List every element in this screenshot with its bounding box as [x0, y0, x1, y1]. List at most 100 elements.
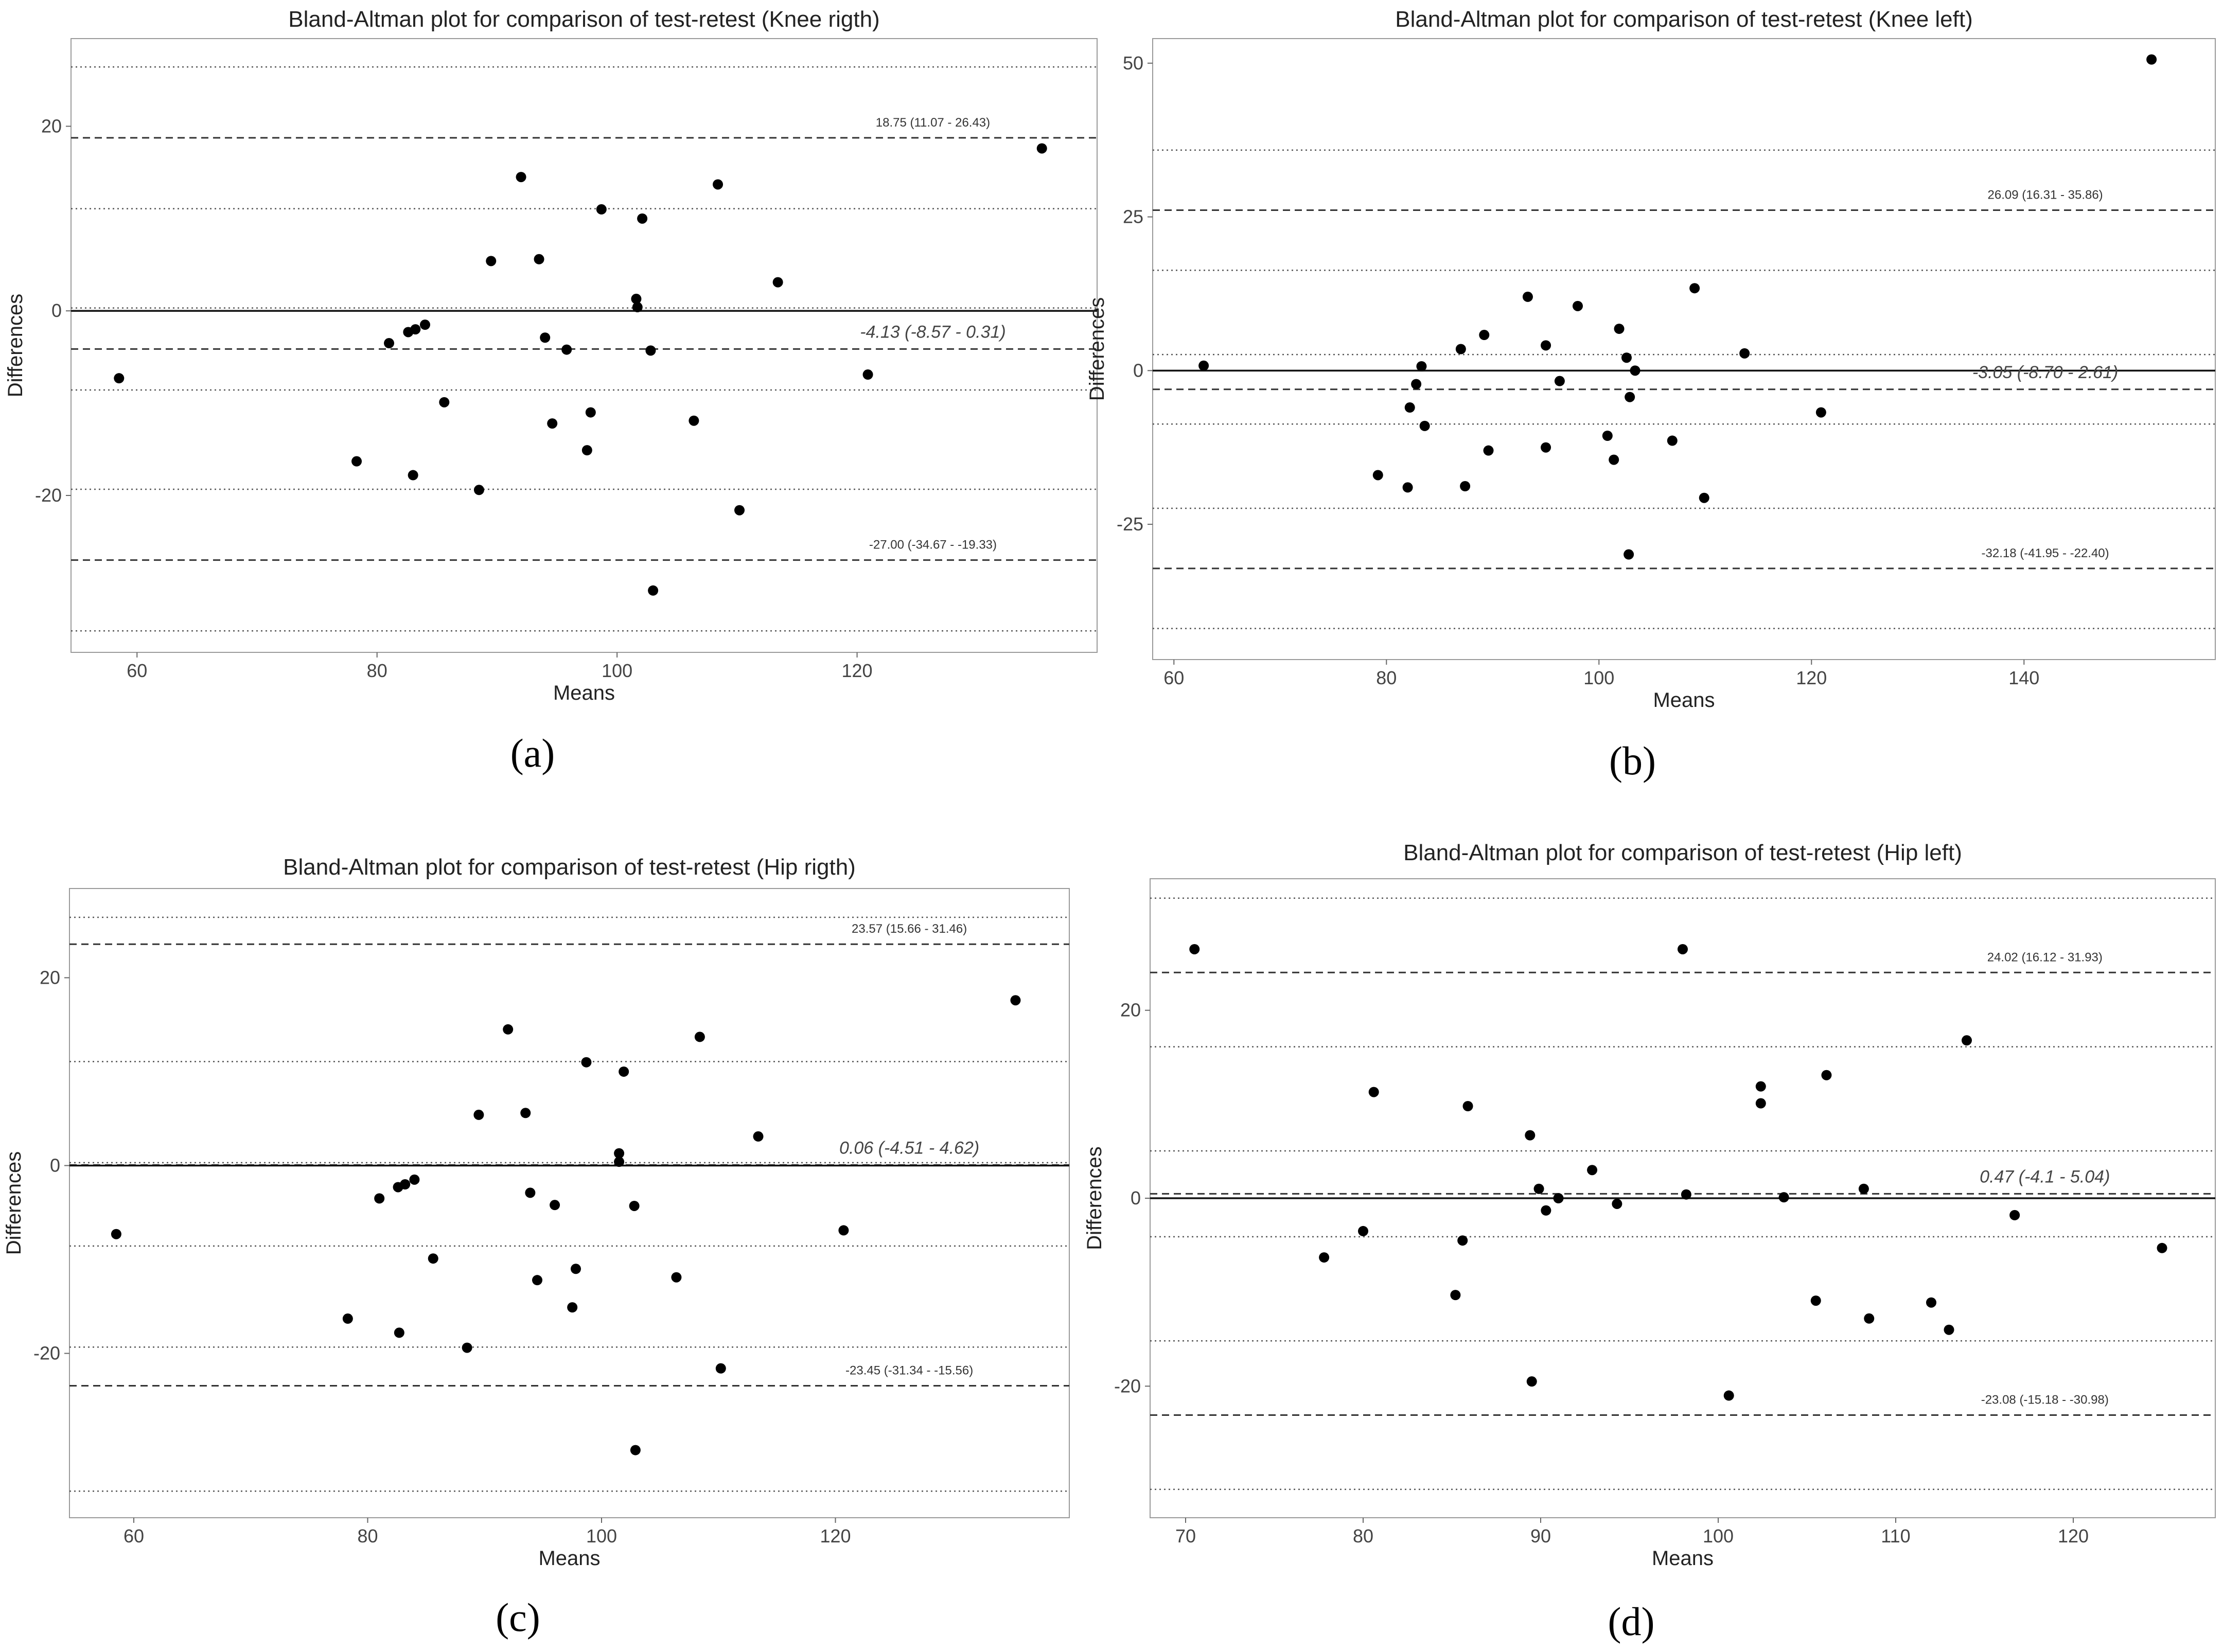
data-point: [1612, 1198, 1622, 1209]
x-tick-label: 80: [1376, 667, 1397, 688]
data-point: [1810, 1295, 1821, 1306]
x-tick-label: 70: [1175, 1525, 1196, 1547]
data-point: [632, 302, 643, 313]
data-point: [1483, 445, 1494, 456]
data-point: [581, 1057, 592, 1068]
data-point: [394, 1327, 404, 1338]
upper-loa-label: 26.09 (16.31 - 35.86): [1988, 188, 2103, 202]
y-tick-label: 0: [1131, 1187, 1141, 1209]
data-point: [648, 585, 659, 596]
y-tick-label: 0: [1133, 360, 1143, 381]
data-point: [1462, 1101, 1473, 1112]
y-tick-label: 20: [40, 967, 60, 988]
data-point: [1723, 1390, 1734, 1401]
data-point: [1368, 1087, 1379, 1097]
data-point: [1525, 1130, 1536, 1141]
data-point: [631, 293, 642, 304]
data-point: [1522, 291, 1533, 302]
data-point: [1554, 376, 1565, 386]
upper-loa-label: 18.75 (11.07 - 26.43): [876, 116, 990, 130]
data-point: [2009, 1210, 2020, 1220]
data-point: [596, 204, 607, 215]
y-tick-label: -20: [35, 485, 62, 506]
data-point: [630, 1445, 641, 1455]
data-point: [409, 1174, 420, 1185]
data-point: [473, 485, 484, 495]
data-point: [1858, 1183, 1869, 1194]
data-point: [629, 1200, 640, 1211]
data-point: [2146, 54, 2157, 65]
chart-title: Bland-Altman plot for comparison of test…: [288, 7, 879, 32]
data-point: [1526, 1376, 1537, 1387]
panel-letter: (a): [510, 731, 555, 775]
data-point: [1944, 1324, 1954, 1335]
data-point: [567, 1302, 578, 1313]
data-point: [550, 1200, 560, 1211]
x-axis-title: Means: [1652, 1547, 1714, 1570]
data-point: [1541, 442, 1551, 453]
data-point: [1609, 454, 1619, 465]
data-point: [1450, 1290, 1461, 1301]
data-point: [1533, 1183, 1544, 1194]
data-point: [1681, 1189, 1691, 1200]
data-point: [400, 1179, 411, 1189]
data-point: [419, 319, 430, 330]
data-point: [1614, 324, 1625, 334]
data-point: [671, 1272, 682, 1283]
data-point: [111, 1229, 121, 1239]
x-tick-label: 110: [1881, 1525, 1910, 1547]
data-point: [1755, 1081, 1766, 1092]
x-tick-label: 120: [820, 1525, 851, 1547]
y-tick-label: 50: [1123, 52, 1143, 74]
x-tick-label: 60: [123, 1525, 144, 1547]
data-point: [1630, 365, 1640, 376]
chart-title: Bland-Altman plot for comparison of test…: [283, 855, 856, 880]
data-point: [1411, 379, 1422, 389]
data-point: [532, 1275, 543, 1286]
data-point: [1621, 352, 1632, 363]
panel-2: Bland-Altman plot for comparison of test…: [1086, 7, 2216, 783]
x-tick-label: 80: [357, 1525, 378, 1547]
chart-title: Bland-Altman plot for comparison of test…: [1395, 7, 1973, 32]
y-tick-label: 0: [50, 1154, 60, 1176]
x-tick-label: 100: [602, 660, 632, 681]
data-point: [410, 324, 421, 335]
data-point: [1962, 1035, 1972, 1046]
x-tick-label: 100: [1703, 1525, 1734, 1547]
y-axis-title: Differences: [4, 294, 27, 398]
upper-loa-label: 23.57 (15.66 - 31.46): [852, 922, 967, 936]
data-point: [1864, 1313, 1875, 1324]
y-tick-label: -25: [1117, 513, 1143, 535]
data-point: [570, 1264, 581, 1274]
data-point: [1602, 431, 1613, 441]
data-point: [384, 338, 395, 349]
y-axis-title: Differences: [3, 1151, 25, 1255]
data-point: [734, 505, 745, 516]
data-point: [342, 1313, 353, 1324]
chart-title: Bland-Altman plot for comparison of test…: [1403, 840, 1962, 865]
data-point: [1541, 340, 1551, 351]
panel-4: Bland-Altman plot for comparison of test…: [1083, 840, 2216, 1644]
x-axis-title: Means: [553, 682, 615, 704]
x-tick-label: 80: [1353, 1525, 1373, 1547]
data-point: [473, 1109, 484, 1120]
bias-label: -3.05 (-8.70 - 2.61): [1972, 363, 2118, 382]
panel-letter: (c): [496, 1595, 540, 1640]
data-point: [585, 407, 596, 418]
data-point: [1455, 344, 1466, 354]
data-point: [772, 277, 783, 288]
y-tick-label: 0: [51, 300, 62, 321]
data-point: [1479, 330, 1490, 341]
data-point: [1460, 481, 1471, 491]
data-point: [1457, 1235, 1468, 1246]
x-axis-title: Means: [538, 1547, 600, 1570]
y-axis-title: Differences: [1086, 297, 1108, 401]
data-point: [1404, 402, 1415, 413]
data-point: [1699, 492, 1709, 503]
data-point: [1036, 143, 1047, 154]
data-point: [689, 415, 699, 426]
x-tick-label: 80: [367, 660, 387, 681]
data-point: [547, 418, 558, 429]
data-point: [637, 213, 648, 224]
